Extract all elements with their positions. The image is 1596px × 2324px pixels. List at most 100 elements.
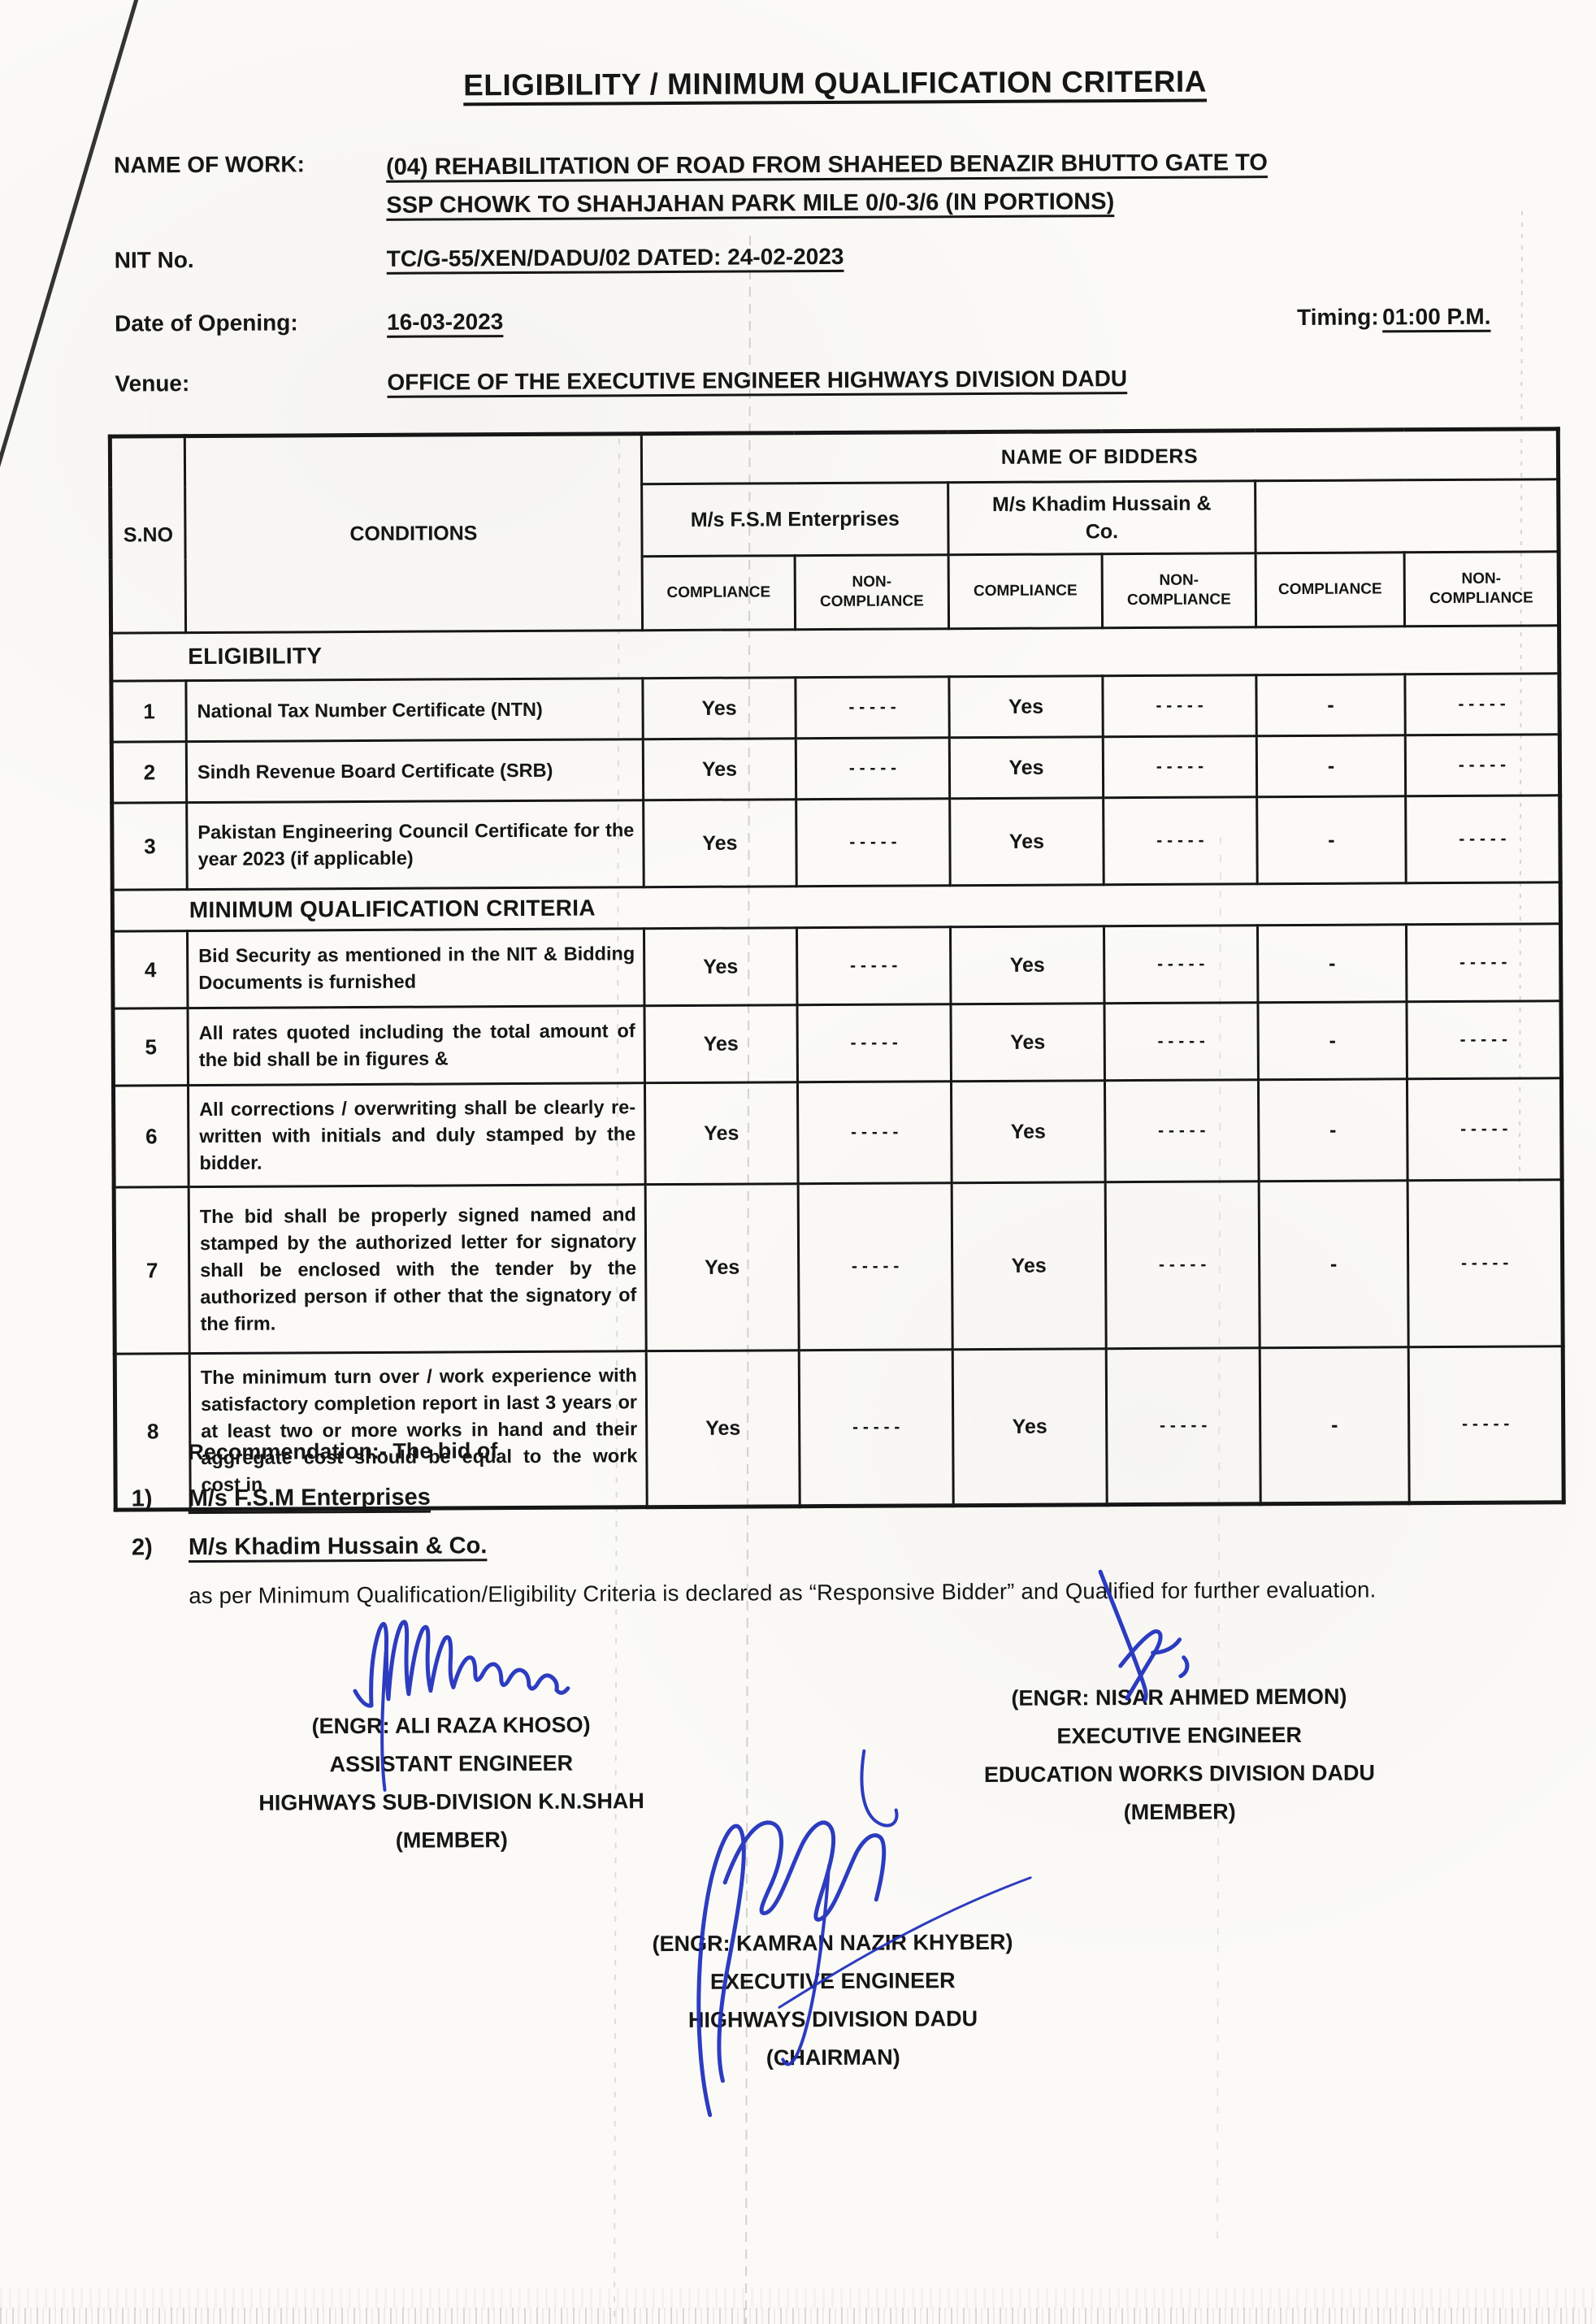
venue-value: OFFICE OF THE EXECUTIVE ENGINEER HIGHWAY… <box>387 366 1128 395</box>
signatory-name: (ENGR: ALI RAZA KHOSO) <box>311 1712 591 1739</box>
section-heading-row: MINIMUM QUALIFICATION CRITERIA <box>112 882 1561 932</box>
table-row: 7 The bid shall be properly signed named… <box>114 1179 1563 1355</box>
non-compliance-cell: - - - - - <box>1104 1079 1260 1182</box>
name-of-work-line1: (04) REHABILITATION OF ROAD FROM SHAHEED… <box>385 150 1268 180</box>
signature-block-chairman: (ENGR: KAMRAN NAZIR KHYBER) EXECUTIVE EN… <box>556 1923 1109 2079</box>
signature-ink-flourish <box>860 1749 899 1828</box>
header-compliance: COMPLIANCE <box>948 553 1103 629</box>
nit-label: NIT No. <box>114 247 194 273</box>
signatory-role: (MEMBER) <box>1123 1799 1236 1825</box>
compliance-cell: Yes <box>642 677 796 739</box>
compliance-cell: Yes <box>646 1350 800 1507</box>
signatory-role: (MEMBER) <box>395 1828 508 1853</box>
item-number: 1) <box>131 1485 153 1512</box>
date-of-opening-value: 16-03-2023 <box>386 309 504 335</box>
signatory-role: (CHAIRMAN) <box>765 2044 900 2070</box>
signatory-title: EXECUTIVE ENGINEER <box>1056 1722 1303 1749</box>
non-compliance-cell: - - - - - <box>1405 795 1561 883</box>
compliance-cell: Yes <box>950 1003 1105 1082</box>
compliance-cell: Yes <box>949 736 1104 799</box>
header-sno: S.NO <box>110 436 186 634</box>
signature-ink-nisar-ahmed-memon <box>1178 1655 1190 1679</box>
compliance-cell: Yes <box>951 1080 1106 1183</box>
recommended-bidder-1: 1) M/s F.S.M Enterprises <box>132 1484 431 1513</box>
compliance-cell: Yes <box>948 675 1104 738</box>
timing-field: Timing: 01:00 P.M. <box>1297 304 1491 331</box>
signature-ink-kamran-nazir-khyber <box>722 1820 887 1922</box>
row-sno: 4 <box>112 930 188 1009</box>
signatory-org: EDUCATION WORKS DIVISION DADU <box>983 1760 1376 1788</box>
non-compliance-cell: - - - - - <box>1102 674 1257 737</box>
non-compliance-cell: - - - - - <box>1106 1347 1261 1505</box>
name-of-work-line2: SSP CHOWK TO SHAHJAHAN PARK MILE 0/0-3/6… <box>386 189 1115 219</box>
non-compliance-cell: - - - - - <box>1407 1179 1563 1347</box>
compliance-cell: Yes <box>644 1082 799 1185</box>
signature-ink-ali-raza-khoso <box>353 1619 570 1708</box>
compliance-cell: - <box>1259 1180 1409 1348</box>
row-sno: 7 <box>114 1186 190 1355</box>
signature-block-member-1: (ENGR: ALI RAZA KHOSO) ASSISTANT ENGINEE… <box>175 1706 728 1862</box>
compliance-cell: - <box>1256 735 1406 797</box>
non-compliance-cell: - - - - - <box>1104 1002 1259 1081</box>
row-condition: All corrections / overwriting shall be c… <box>188 1082 646 1187</box>
signatory-org: HIGHWAYS SUB-DIVISION K.N.SHAH <box>258 1789 644 1815</box>
non-compliance-cell: - - - - - <box>796 1004 952 1082</box>
header-name-of-bidders: NAME OF BIDDERS <box>641 428 1559 484</box>
non-compliance-cell: - - - - - <box>796 798 951 887</box>
signatory-name: (ENGR: KAMRAN NAZIR KHYBER) <box>652 1929 1013 1957</box>
row-sno: 3 <box>111 802 188 891</box>
table-row: 3 Pakistan Engineering Council Certifica… <box>111 795 1561 891</box>
header-bidder-2: M/s Khadim Hussain & Co. <box>948 480 1256 555</box>
non-compliance-cell: - - - - - <box>799 1349 954 1507</box>
compliance-cell: Yes <box>643 799 797 887</box>
section-heading-row: ELIGIBILITY <box>111 625 1559 682</box>
non-compliance-cell: - - - - - <box>795 676 950 739</box>
non-compliance-cell: - - - - - <box>1406 923 1562 1002</box>
header-non-compliance: NON-COMPLIANCE <box>1404 551 1559 627</box>
non-compliance-cell: - - - - - <box>797 1081 952 1184</box>
recommended-bidder-2: 2) M/s Khadim Hussain & Co. <box>132 1533 488 1561</box>
page-title: ELIGIBILITY / MINIMUM QUALIFICATION CRIT… <box>463 64 1208 102</box>
item-name: M/s F.S.M Enterprises <box>188 1484 431 1512</box>
compliance-cell: - <box>1260 1346 1410 1504</box>
header-bidder-3 <box>1255 479 1559 553</box>
compliance-cell: Yes <box>643 738 796 800</box>
non-compliance-cell: - - - - - <box>1404 673 1560 735</box>
recommendation-intro: Recommendation:- The bid of <box>188 1438 498 1465</box>
compliance-cell: Yes <box>645 1183 800 1351</box>
table-row: 1 National Tax Number Certificate (NTN) … <box>111 673 1560 743</box>
compliance-cell: - <box>1257 1001 1407 1080</box>
compliance-cell: Yes <box>644 927 797 1006</box>
row-sno: 5 <box>112 1008 189 1086</box>
table-row: 6 All corrections / overwriting shall be… <box>113 1077 1563 1188</box>
compliance-cell: - <box>1258 1078 1408 1182</box>
criteria-table: S.NO CONDITIONS NAME OF BIDDERS M/s F.S.… <box>107 427 1566 1512</box>
header-non-compliance: NON-COMPLIANCE <box>1102 553 1256 628</box>
section-heading: MINIMUM QUALIFICATION CRITERIA <box>112 882 1561 932</box>
nit-value: TC/G-55/XEN/DADU/02 DATED: 24-02-2023 <box>386 243 844 271</box>
compliance-cell: Yes <box>949 797 1104 886</box>
criteria-table-body: ELIGIBILITY 1 National Tax Number Certif… <box>111 625 1564 1511</box>
row-condition: Bid Security as mentioned in the NIT & B… <box>187 928 644 1008</box>
header-bidder-1: M/s F.S.M Enterprises <box>641 482 949 557</box>
row-condition: Pakistan Engineering Council Certificate… <box>186 800 644 890</box>
date-of-opening-label: Date of Opening: <box>115 310 298 336</box>
row-condition: The bid shall be properly signed named a… <box>189 1184 647 1354</box>
table-row: 2 Sindh Revenue Board Certificate (SRB) … <box>111 734 1560 804</box>
header-compliance: COMPLIANCE <box>1256 552 1405 627</box>
non-compliance-cell: - - - - - <box>796 737 950 800</box>
recommendation-conclusion: as per Minimum Qualification/Eligibility… <box>189 1576 1377 1609</box>
signatory-org: HIGHWAYS DIVISION DADU <box>687 2006 978 2032</box>
row-condition: Sindh Revenue Board Certificate (SRB) <box>186 739 644 803</box>
scan-bottom-edge <box>0 2308 1596 2324</box>
non-compliance-cell: - - - - - <box>1104 925 1258 1004</box>
non-compliance-cell: - - - - - <box>798 1182 953 1351</box>
table-row: 5 All rates quoted including the total a… <box>112 1000 1562 1086</box>
row-sno: 6 <box>113 1085 189 1188</box>
scan-bottom-smudge <box>0 2288 1596 2309</box>
section-heading: ELIGIBILITY <box>111 625 1559 682</box>
non-compliance-cell: - - - - - <box>1103 796 1258 885</box>
signature-ink-nisar-ahmed-memon <box>1151 1637 1182 1655</box>
name-of-work-label: NAME OF WORK: <box>113 151 305 178</box>
